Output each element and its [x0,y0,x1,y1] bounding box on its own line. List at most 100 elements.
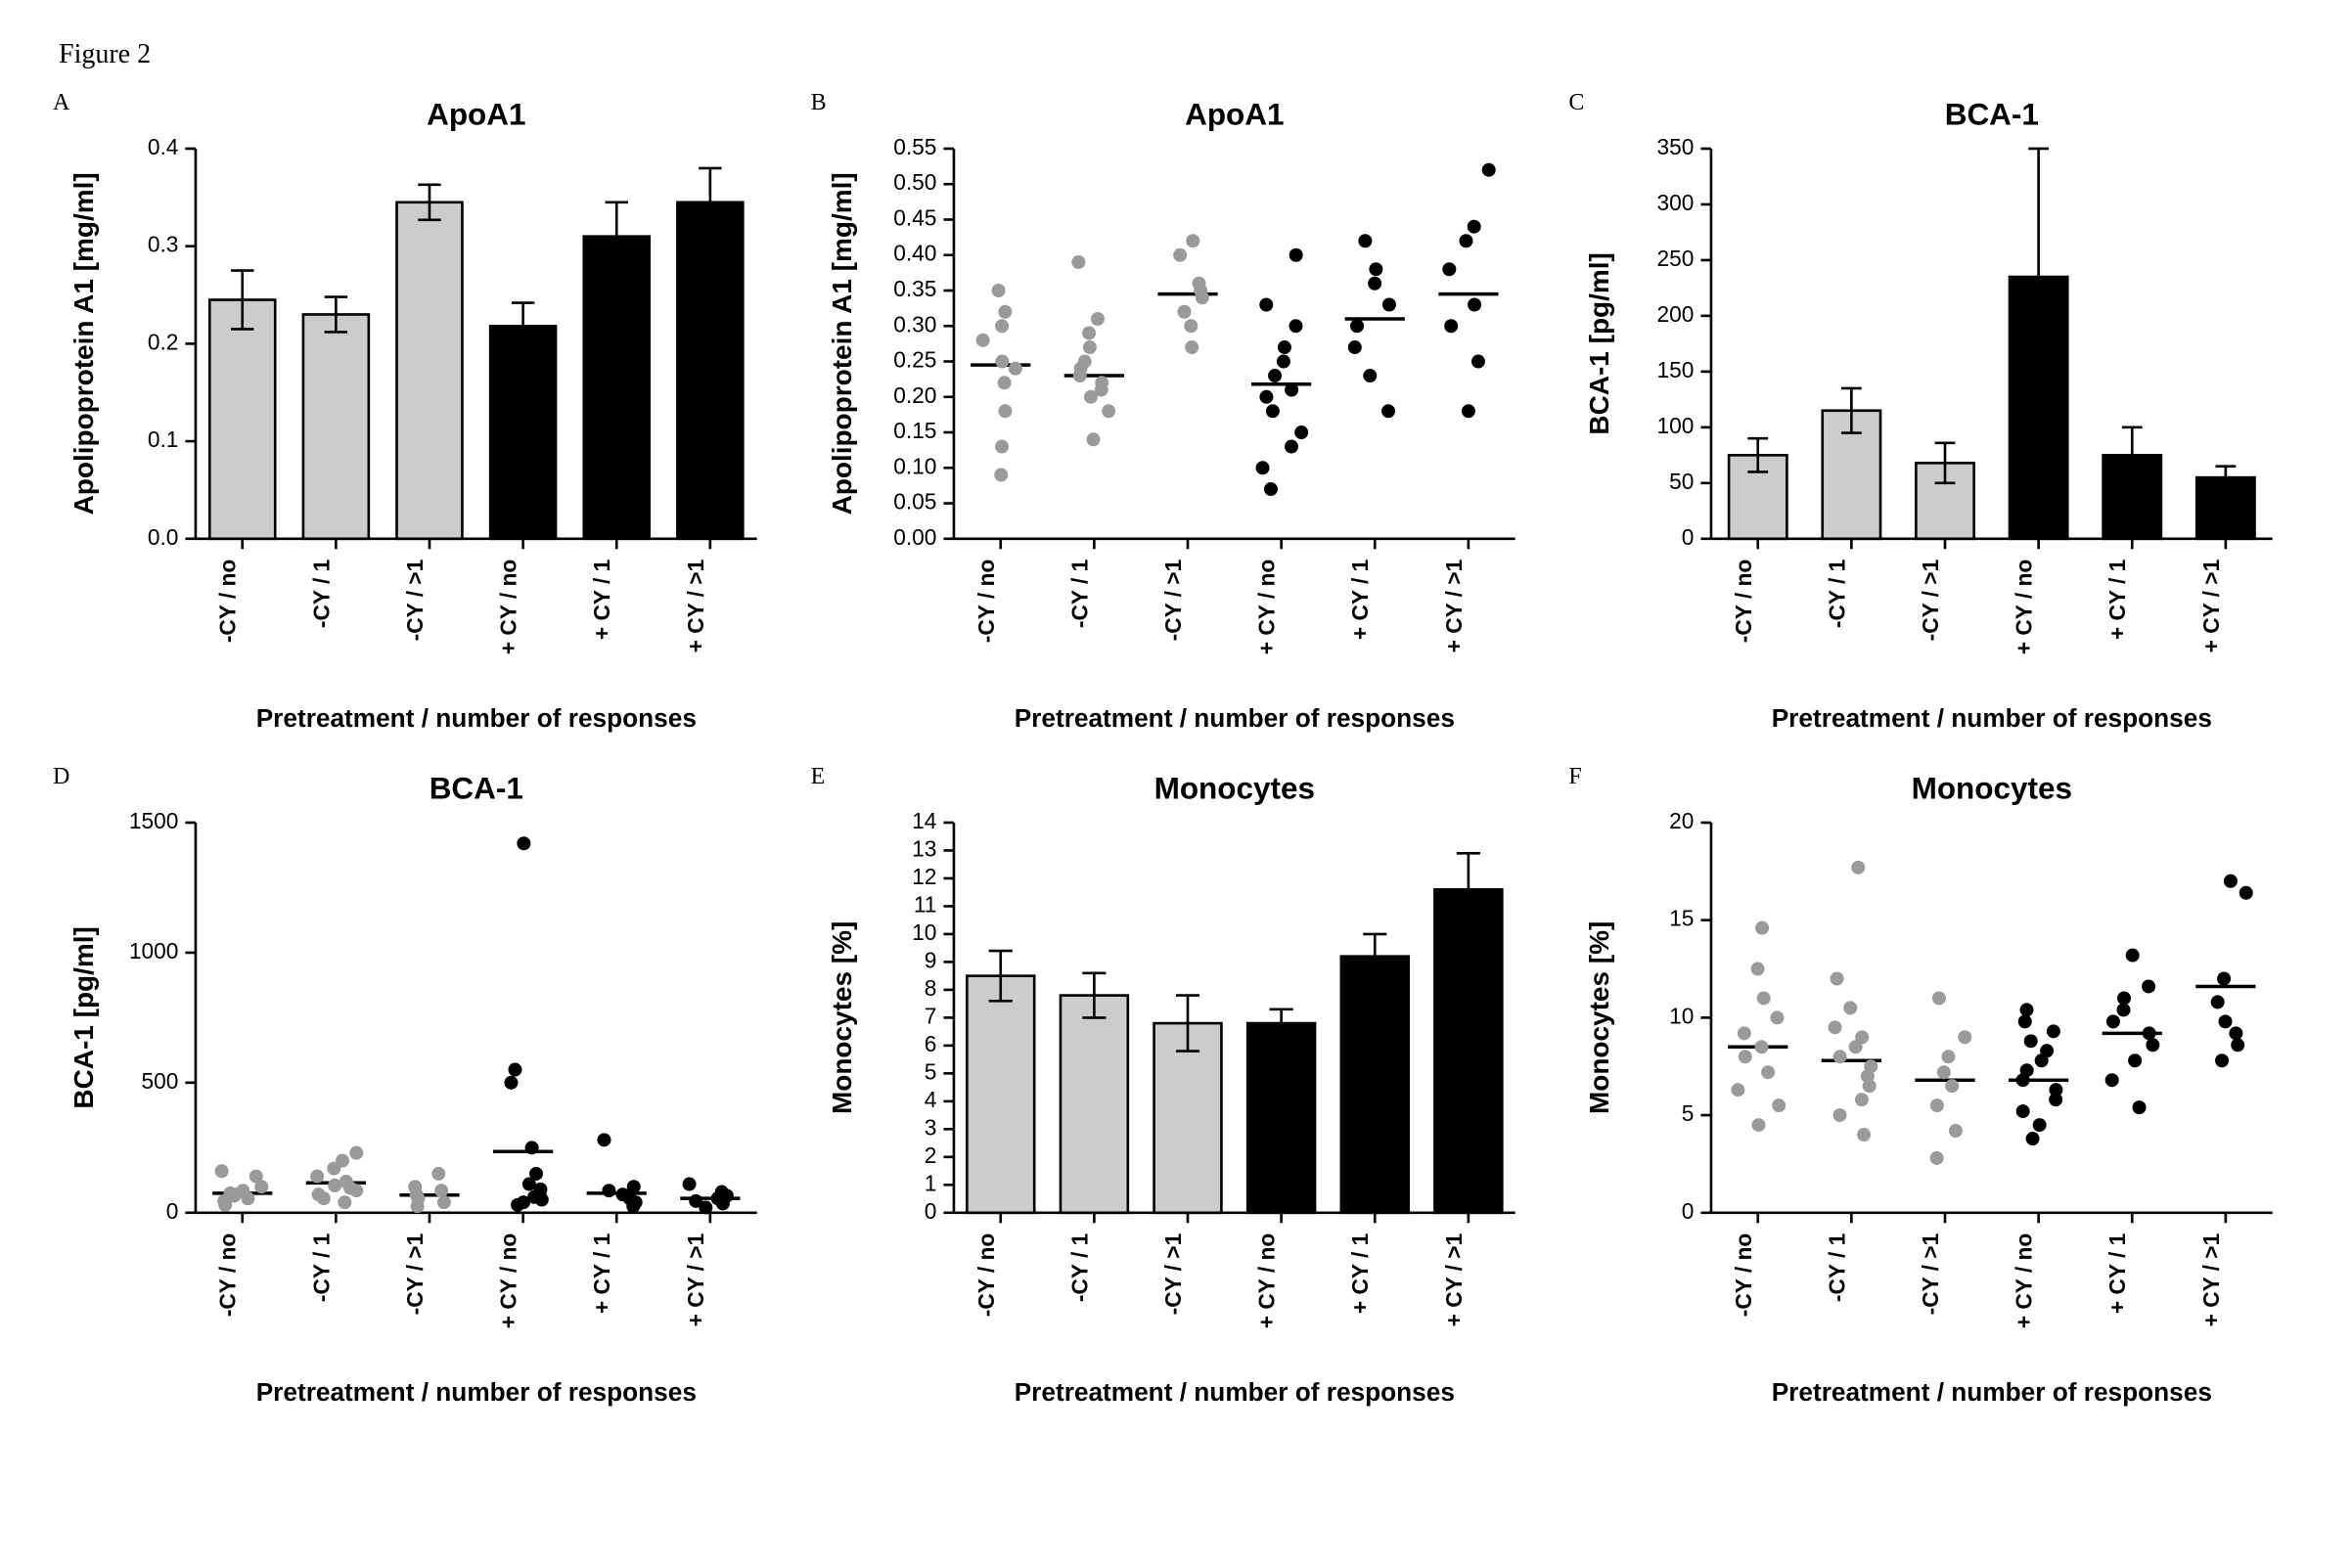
svg-text:BCA-1 [pg/ml]: BCA-1 [pg/ml] [68,926,99,1108]
svg-text:8: 8 [924,975,936,1001]
panel-letter-E: E [811,764,826,790]
svg-text:Apolipoprotein A1 [mg/ml]: Apolipoprotein A1 [mg/ml] [68,172,99,515]
svg-text:0: 0 [1682,524,1695,550]
svg-text:Pretreatment / number of respo: Pretreatment / number of responses [1772,1377,2212,1407]
svg-text:ApoA1: ApoA1 [427,97,525,131]
svg-text:4: 4 [924,1087,936,1112]
chart-B: 0.000.050.100.150.200.250.300.350.400.45… [817,94,1536,744]
svg-text:3: 3 [924,1114,936,1140]
svg-text:0.1: 0.1 [148,426,179,452]
svg-text:-CY / no: -CY / no [972,1232,998,1316]
panel-letter-D: D [53,764,69,790]
svg-text:+ CY / >1: + CY / >1 [1441,560,1467,653]
svg-text:0.20: 0.20 [893,382,936,408]
svg-text:5: 5 [924,1058,936,1084]
panel-letter-B: B [811,90,827,116]
svg-text:-CY / >1: -CY / >1 [402,1232,428,1315]
svg-text:BCA-1: BCA-1 [430,771,523,805]
svg-text:50: 50 [1669,469,1694,494]
svg-text:BCA-1 [pg/ml]: BCA-1 [pg/ml] [1584,252,1614,434]
svg-text:0.15: 0.15 [893,418,936,443]
svg-text:Monocytes: Monocytes [1912,771,2072,805]
svg-text:+ CY / 1: + CY / 1 [2105,1232,2131,1313]
svg-text:+ CY / 1: + CY / 1 [589,1232,614,1313]
svg-text:12: 12 [912,864,936,889]
panel-A: A 0.00.10.20.30.4ApoA1Apolipoprotein A1 … [59,94,778,744]
svg-text:Apolipoprotein A1 [mg/ml]: Apolipoprotein A1 [mg/ml] [827,172,857,515]
svg-text:6: 6 [924,1031,936,1056]
svg-text:200: 200 [1657,301,1695,327]
panel-D: D 050010001500BCA-1BCA-1 [pg/ml]-CY / no… [59,768,778,1418]
svg-text:0: 0 [924,1198,936,1224]
svg-text:0.55: 0.55 [893,134,936,159]
svg-text:ApoA1: ApoA1 [1185,97,1284,131]
svg-text:14: 14 [912,808,936,833]
svg-text:-CY / 1: -CY / 1 [1825,560,1850,628]
svg-text:Monocytes [%]: Monocytes [%] [1584,920,1614,1113]
svg-text:+ CY / 1: + CY / 1 [2105,560,2131,640]
svg-text:-CY / 1: -CY / 1 [308,560,334,628]
svg-text:0: 0 [1682,1198,1695,1224]
svg-text:Monocytes [%]: Monocytes [%] [827,920,857,1113]
svg-text:-CY / 1: -CY / 1 [308,1232,334,1301]
chart-D: 050010001500BCA-1BCA-1 [pg/ml]-CY / no-C… [59,768,778,1418]
svg-text:-CY / no: -CY / no [215,560,241,643]
svg-text:0.05: 0.05 [893,489,936,515]
panel-letter-F: F [1568,764,1581,790]
svg-text:Pretreatment / number of respo: Pretreatment / number of responses [256,703,697,733]
svg-text:100: 100 [1657,413,1695,438]
svg-text:+ CY / >1: + CY / >1 [683,1232,708,1326]
svg-text:13: 13 [912,835,936,861]
chart-F: 05101520MonocytesMonocytes [%]-CY / no-C… [1574,768,2293,1418]
svg-text:0.00: 0.00 [893,524,936,550]
svg-text:-CY / 1: -CY / 1 [1066,1232,1092,1301]
svg-text:0.40: 0.40 [893,241,936,266]
svg-text:+ CY / no: + CY / no [2012,560,2037,654]
svg-text:-CY / >1: -CY / >1 [1160,1232,1186,1315]
panel-E: E 01234567891011121314MonocytesMonocytes… [817,768,1536,1418]
svg-text:+ CY / >1: + CY / >1 [2198,1232,2224,1326]
svg-text:Pretreatment / number of respo: Pretreatment / number of responses [1014,703,1454,733]
svg-text:-CY / no: -CY / no [972,560,998,643]
panel-grid: A 0.00.10.20.30.4ApoA1Apolipoprotein A1 … [59,94,2293,1417]
svg-text:BCA-1: BCA-1 [1945,97,2039,131]
svg-text:+ CY / >1: + CY / >1 [683,560,708,653]
svg-text:-CY / >1: -CY / >1 [402,560,428,642]
panel-letter-C: C [1568,90,1584,116]
svg-text:Pretreatment / number of respo: Pretreatment / number of responses [1014,1377,1454,1407]
svg-text:+ CY / no: + CY / no [496,1232,521,1327]
svg-text:300: 300 [1657,190,1695,215]
svg-text:-CY / 1: -CY / 1 [1825,1232,1850,1301]
svg-text:+ CY / >1: + CY / >1 [1441,1232,1467,1326]
svg-text:10: 10 [1669,1003,1694,1028]
svg-text:1500: 1500 [129,808,179,833]
svg-text:-CY / no: -CY / no [1731,1232,1756,1316]
svg-text:2: 2 [924,1142,936,1168]
svg-text:500: 500 [142,1068,179,1094]
svg-text:15: 15 [1669,905,1694,930]
svg-text:0.10: 0.10 [893,453,936,478]
svg-text:+ CY / 1: + CY / 1 [1347,1232,1373,1313]
svg-text:0.3: 0.3 [148,232,179,257]
chart-A: 0.00.10.20.30.4ApoA1Apolipoprotein A1 [m… [59,94,778,744]
svg-text:Monocytes: Monocytes [1153,771,1314,805]
svg-text:0: 0 [166,1197,179,1223]
svg-text:1000: 1000 [129,938,179,963]
svg-text:5: 5 [1682,1100,1695,1126]
svg-text:+ CY / >1: + CY / >1 [2198,560,2224,653]
svg-text:11: 11 [914,891,937,917]
svg-text:0.35: 0.35 [893,276,936,301]
svg-text:350: 350 [1657,134,1695,159]
chart-C: 050100150200250300350BCA-1BCA-1 [pg/ml]-… [1574,94,2293,744]
svg-text:150: 150 [1657,357,1695,382]
svg-text:0.4: 0.4 [148,134,179,159]
svg-text:+ CY / 1: + CY / 1 [1347,560,1373,640]
svg-text:+ CY / 1: + CY / 1 [589,560,614,640]
panel-letter-A: A [53,90,69,116]
panel-B: B 0.000.050.100.150.200.250.300.350.400.… [817,94,1536,744]
svg-text:10: 10 [912,919,936,945]
svg-text:-CY / no: -CY / no [1731,560,1756,643]
svg-text:1: 1 [924,1170,936,1195]
chart-E: 01234567891011121314MonocytesMonocytes [… [817,768,1536,1418]
svg-text:0.2: 0.2 [148,329,179,354]
